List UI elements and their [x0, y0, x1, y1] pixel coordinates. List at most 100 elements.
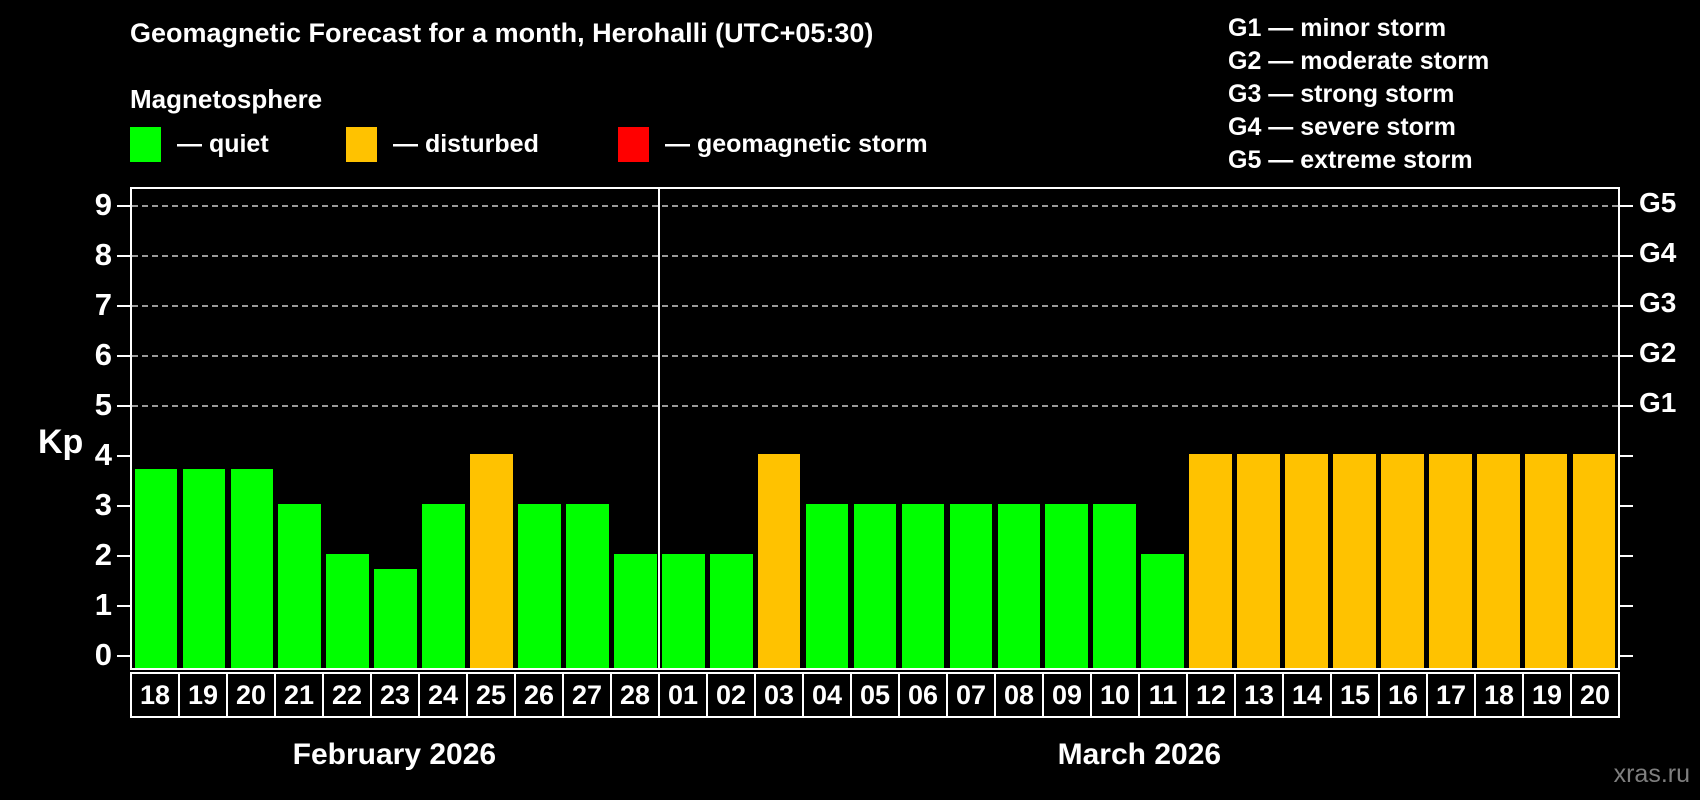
bar-slot	[372, 189, 420, 668]
bar-slot	[1330, 189, 1378, 668]
date-box: 10	[1090, 672, 1140, 718]
bar-slot	[1570, 189, 1618, 668]
watermark: xras.ru	[1613, 760, 1690, 788]
kp-bar-disturbed	[1428, 454, 1472, 668]
date-box: 06	[898, 672, 948, 718]
bar-slot	[1187, 189, 1235, 668]
kp-bar-disturbed	[470, 454, 513, 668]
y-tick	[117, 255, 130, 257]
y-tick	[117, 555, 130, 557]
date-box: 02	[706, 672, 756, 718]
date-box: 19	[178, 672, 228, 718]
date-box: 23	[370, 672, 420, 718]
legend-item-storm: — geomagnetic storm	[618, 126, 928, 162]
date-box: 04	[802, 672, 852, 718]
bar-slot	[516, 189, 564, 668]
kp-bar-quiet	[661, 554, 705, 668]
y-tick-label: 2	[94, 537, 112, 572]
kp-bar-disturbed	[1285, 454, 1328, 668]
bar-slot	[228, 189, 276, 668]
right-tick	[1620, 305, 1633, 307]
right-tick	[1620, 355, 1633, 357]
right-tick	[1620, 255, 1633, 257]
kp-bar-disturbed	[1524, 454, 1568, 668]
date-box: 22	[322, 672, 372, 718]
kp-bar-disturbed	[1381, 454, 1424, 668]
y-tick	[117, 405, 130, 407]
right-tick	[1620, 655, 1633, 657]
y-tick	[117, 655, 130, 657]
y-tick-label: 4	[94, 437, 112, 472]
y-tick-label: 9	[94, 187, 112, 222]
y-tick	[117, 355, 130, 357]
date-box: 21	[274, 672, 324, 718]
y-tick-label: 6	[94, 337, 112, 372]
kp-bar-quiet	[278, 504, 322, 668]
bar-slot	[563, 189, 611, 668]
date-box: 18	[130, 672, 180, 718]
bar-slot	[707, 189, 755, 668]
kp-bar-disturbed	[757, 454, 801, 668]
gridline-kp6	[132, 355, 1618, 357]
date-box: 28	[610, 672, 660, 718]
bar-slot	[1283, 189, 1331, 668]
date-box: 17	[1426, 672, 1476, 718]
right-tick	[1620, 455, 1633, 457]
date-box: 19	[1522, 672, 1572, 718]
bar-slot	[803, 189, 851, 668]
y-tick-label: 0	[94, 637, 112, 672]
date-box: 13	[1234, 672, 1284, 718]
y-tick-label: 1	[94, 587, 112, 622]
disturbed-swatch	[346, 126, 377, 162]
g-level-label-G2: G2	[1639, 337, 1677, 368]
bar-slot	[420, 189, 468, 668]
bar-slot	[1043, 189, 1091, 668]
legend-item-quiet: — quiet	[130, 126, 269, 162]
kp-bar-disturbed	[1333, 454, 1376, 668]
right-tick	[1620, 405, 1633, 407]
bar-slot	[468, 189, 516, 668]
date-axis: 18 19 20 21 22 23 24 25 26 27 28 01 02 03 04 05 06 07 08 09…	[130, 672, 1620, 718]
g-level-label-G5: G5	[1639, 187, 1677, 218]
bar-slot	[1474, 189, 1522, 668]
kp-bar-disturbed	[1237, 454, 1280, 668]
date-box: 20	[226, 672, 276, 718]
y-tick	[117, 455, 130, 457]
kp-bar-quiet	[949, 504, 993, 668]
bar-slot	[1235, 189, 1283, 668]
kp-bar-quiet	[134, 469, 178, 668]
date-box: 15	[1330, 672, 1380, 718]
bar-slot	[132, 189, 180, 668]
bar-slot	[1091, 189, 1139, 668]
kp-bar-disturbed	[1189, 454, 1232, 668]
date-box: 12	[1186, 672, 1236, 718]
date-box: 14	[1282, 672, 1332, 718]
bar-slot	[1426, 189, 1474, 668]
storm-scale-line-2: G2 — moderate storm	[1228, 47, 1490, 75]
bar-slot	[851, 189, 899, 668]
kp-bar-quiet	[518, 504, 561, 668]
chart-title: Geomagnetic Forecast for a month, Heroha…	[130, 18, 874, 48]
bar-slot	[1378, 189, 1426, 668]
kp-bar-quiet	[326, 554, 370, 668]
bar-slot	[1139, 189, 1187, 668]
date-box: 27	[562, 672, 612, 718]
legend-title: Magnetosphere	[130, 84, 323, 114]
y-tick	[117, 505, 130, 507]
g-level-label-G4: G4	[1639, 237, 1677, 268]
legend-item-disturbed: — disturbed	[346, 126, 539, 162]
legend-item-label: — disturbed	[393, 129, 539, 158]
storm-scale-legend: G1 — minor storm G2 — moderate storm G3 — …	[1228, 12, 1489, 177]
kp-bar-quiet	[1093, 504, 1137, 668]
right-tick	[1620, 605, 1633, 607]
bar-slot	[755, 189, 803, 668]
storm-swatch	[618, 126, 649, 162]
month-label: February 2026	[292, 738, 497, 771]
bars-container	[132, 189, 1618, 668]
kp-bar-quiet	[853, 504, 897, 668]
plot-area	[130, 187, 1620, 670]
date-box: 08	[994, 672, 1044, 718]
storm-scale-line-5: G5 — extreme storm	[1228, 146, 1473, 174]
date-box: 05	[850, 672, 900, 718]
